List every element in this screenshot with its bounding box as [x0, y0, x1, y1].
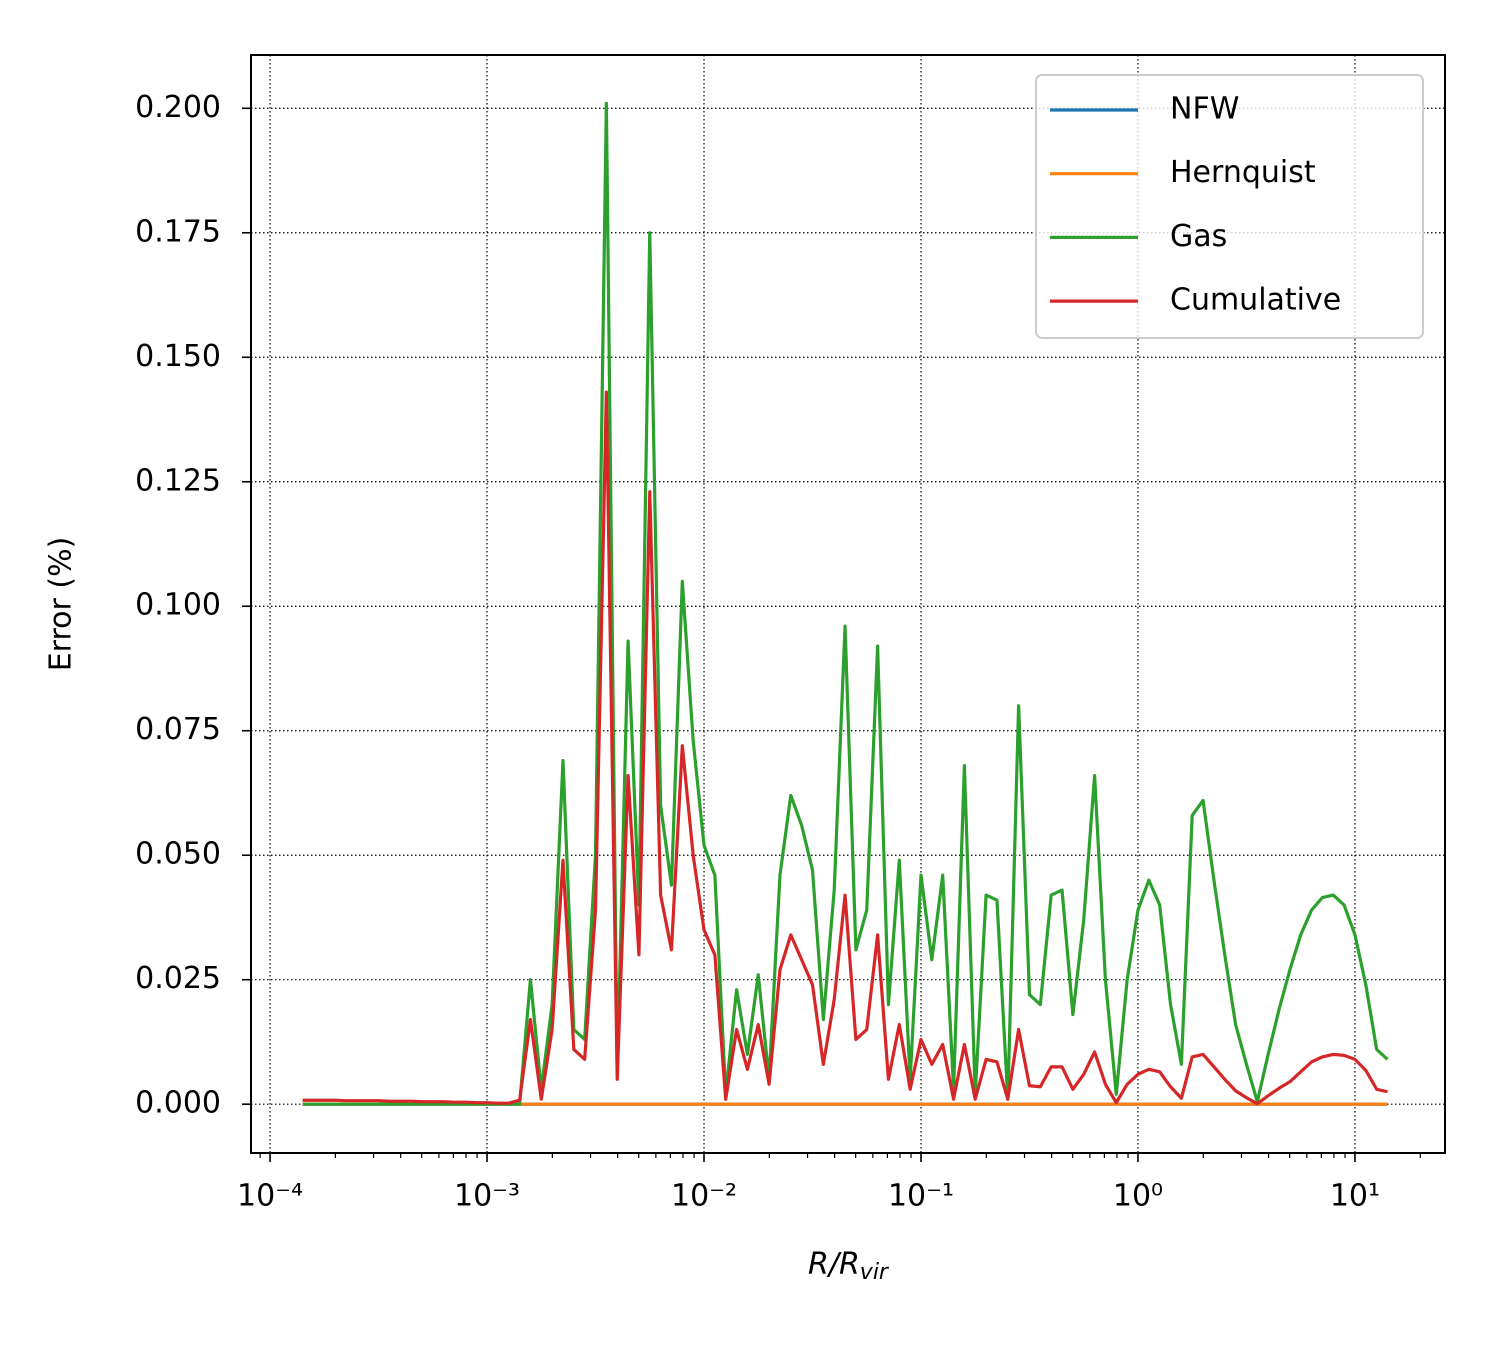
x-tick-label: 10¹ [1330, 1179, 1380, 1214]
y-tick-label: 0.200 [135, 90, 221, 125]
legend-label: Gas [1170, 219, 1227, 254]
x-tick-label: 10⁻¹ [888, 1179, 954, 1214]
legend-label: NFW [1170, 92, 1239, 127]
x-axis-label: R/Rvir [808, 1247, 890, 1286]
legend-box [1035, 74, 1424, 339]
y-tick-label: 0.125 [135, 463, 221, 498]
y-tick-label: 0.075 [135, 712, 221, 747]
x-tick-label: 10⁻⁴ [237, 1179, 303, 1214]
x-tick-label: 10⁰ [1113, 1179, 1163, 1214]
x-tick-label: 10⁻³ [454, 1179, 520, 1214]
x-tick-label: 10⁻² [671, 1179, 737, 1214]
legend-label: Cumulative [1170, 283, 1341, 318]
axes-frame [250, 54, 1446, 1154]
y-tick-label: 0.000 [135, 1086, 221, 1121]
x-axis-label-sub: vir [860, 1260, 890, 1285]
y-tick-label: 0.025 [135, 961, 221, 996]
y-axis-label: Error (%) [44, 537, 79, 672]
x-axis-label-main: R/R [808, 1247, 860, 1282]
series-line [302, 390, 1388, 1106]
legend-label: Hernquist [1170, 155, 1316, 190]
y-tick-label: 0.100 [135, 588, 221, 623]
y-tick-label: 0.175 [135, 214, 221, 249]
y-tick-label: 0.050 [135, 837, 221, 872]
y-tick-label: 0.150 [135, 339, 221, 374]
